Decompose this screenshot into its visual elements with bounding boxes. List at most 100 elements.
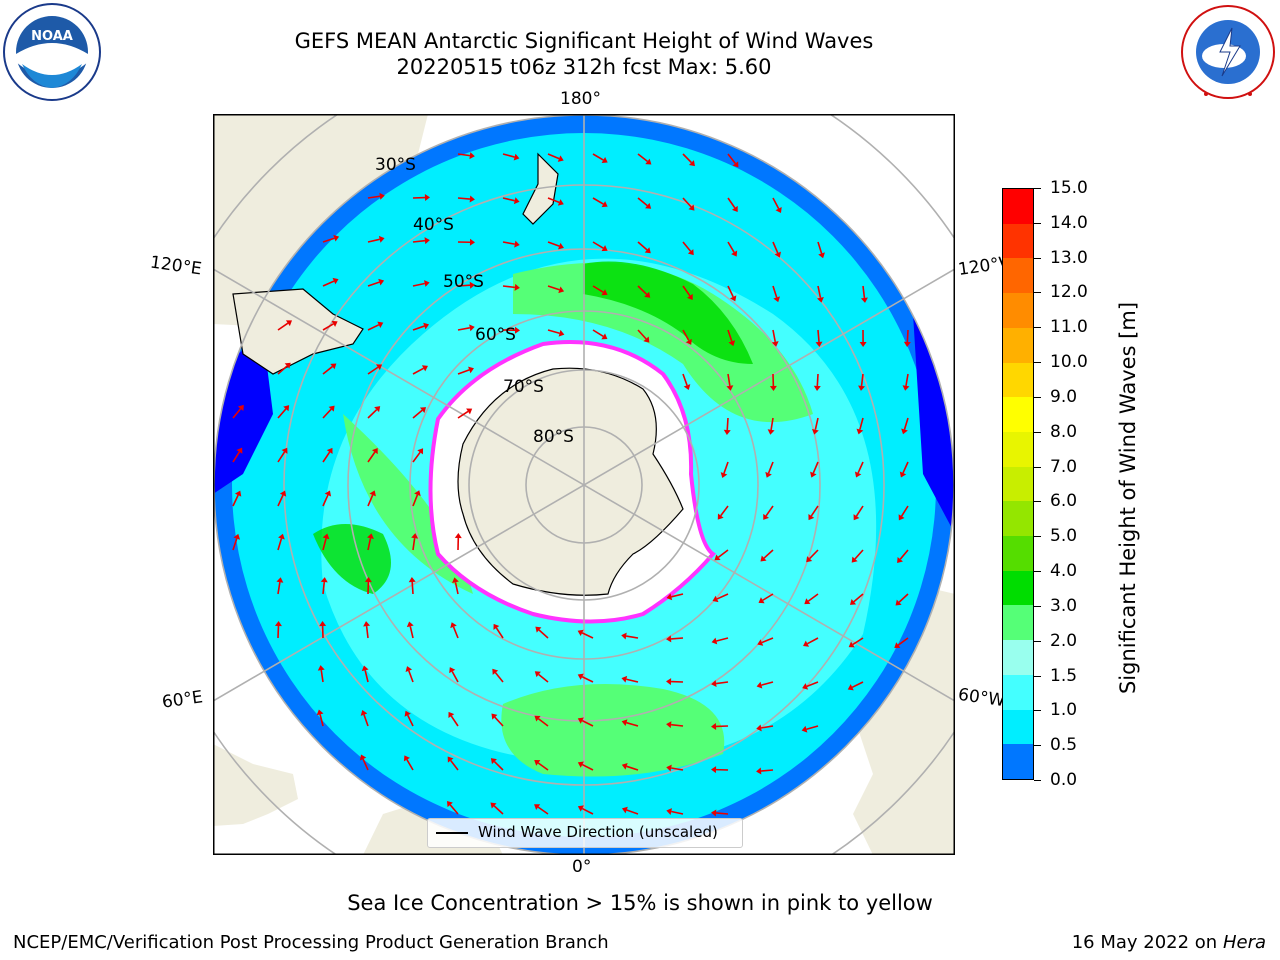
- wave-arrow-head: [375, 364, 383, 371]
- wave-arrow-head: [450, 622, 457, 629]
- wave-arrow-head: [858, 385, 866, 391]
- wave-arrow-head: [901, 428, 908, 435]
- colorbar-tick: [1034, 362, 1041, 364]
- wave-arrow: [450, 759, 459, 771]
- wave-arrow: [637, 285, 648, 295]
- wave-arrow-head: [577, 629, 584, 637]
- colorbar-tick-label: 10.0: [1050, 352, 1088, 373]
- wave-arrow-head: [817, 297, 824, 303]
- wave-arrow: [637, 329, 647, 340]
- wave-arrow: [592, 285, 604, 293]
- wave-arrow-head: [319, 621, 327, 627]
- wave-arrow: [637, 197, 648, 207]
- colorbar-tick: [1034, 780, 1041, 781]
- wave-arrow-head: [535, 626, 542, 633]
- wave-arrow-head: [446, 801, 453, 808]
- wave-arrow-head: [801, 725, 808, 733]
- legend-label: Wind Wave Direction (unscaled): [478, 823, 718, 841]
- wave-arrow-head: [775, 206, 782, 214]
- wave-arrow-head: [424, 280, 430, 287]
- wave-arrow-head: [894, 642, 901, 649]
- wave-arrow: [367, 324, 380, 331]
- wave-arrow-head: [621, 762, 628, 770]
- wave-arrow-head: [687, 249, 694, 256]
- wave-arrow-head: [712, 595, 719, 603]
- wave-arrow-head: [643, 336, 650, 343]
- wave-arrow-head: [621, 719, 628, 727]
- lon-label-lower-right: 60°W: [956, 684, 1007, 712]
- wave-arrow: [367, 195, 380, 199]
- wave-arrow: [232, 451, 241, 463]
- wave-arrow-head: [448, 711, 455, 718]
- wave-arrow: [547, 153, 560, 160]
- wave-arrow-head: [848, 641, 855, 648]
- wave-arrow: [854, 549, 864, 560]
- wave-arrow-head: [645, 158, 652, 165]
- colorbar-tick: [1034, 292, 1041, 294]
- colorbar-segment: [1003, 327, 1033, 363]
- lat-label-30s: 30°S: [375, 155, 416, 175]
- wave-arrow-head: [284, 362, 291, 369]
- footer-date: 16 May 2022 on Hera: [1072, 932, 1266, 953]
- wave-arrow-head: [803, 640, 810, 647]
- wave-arrow: [682, 285, 691, 297]
- wave-arrow: [812, 461, 819, 474]
- wave-arrow-head: [322, 533, 330, 540]
- wave-arrow: [537, 718, 549, 727]
- wave-arrow-head: [469, 238, 475, 246]
- wave-arrow: [412, 494, 419, 507]
- wave-arrow: [626, 765, 639, 771]
- colorbar-tick-label: 4.0: [1050, 561, 1078, 582]
- wave-arrow-head: [332, 277, 339, 285]
- wave-arrow: [671, 810, 684, 815]
- wave-arrow: [322, 237, 335, 243]
- wave-arrow-head: [666, 764, 672, 772]
- colorbar-ticks: 15.0 14.0 13.0 12.0 11.0 10.0 9.0 8.0 7.0 6.0 5.0 4…: [1034, 178, 1094, 790]
- colorbar-tick-label: 8.0: [1050, 421, 1078, 442]
- wave-arrow: [592, 197, 604, 205]
- map-legend: Wind Wave Direction (unscaled): [427, 818, 743, 848]
- wave-arrow: [772, 197, 780, 209]
- wave-arrow-head: [278, 533, 285, 540]
- lat-label-50s: 50°S: [443, 272, 484, 292]
- wave-arrow-head: [534, 760, 541, 766]
- wave-arrow: [232, 494, 239, 507]
- wave-arrow: [457, 410, 469, 419]
- wave-arrow: [277, 451, 286, 463]
- wave-arrow-head: [601, 289, 608, 296]
- wave-arrow: [277, 494, 284, 507]
- wave-arrow-head: [285, 320, 293, 327]
- wave-arrow: [761, 681, 774, 686]
- wave-arrow: [411, 581, 414, 595]
- wave-arrow-head: [449, 667, 456, 674]
- wave-arrow-head: [424, 194, 430, 202]
- wave-arrow: [322, 581, 326, 595]
- wave-arrow-head: [767, 429, 775, 435]
- wave-arrow: [723, 461, 729, 474]
- wave-arrow-head: [666, 808, 672, 815]
- wave-arrow: [817, 285, 822, 298]
- wave-arrow: [277, 582, 281, 595]
- wave-arrow-head: [711, 766, 717, 774]
- colorbar-tick-label: 14.0: [1050, 212, 1088, 233]
- wave-arrow-head: [378, 235, 385, 243]
- wave-arrow: [853, 593, 864, 603]
- wave-arrow-head: [469, 324, 475, 332]
- wave-arrow: [905, 373, 909, 386]
- colorbar-tick-label: 5.0: [1050, 526, 1078, 547]
- wave-arrow-head: [316, 709, 324, 716]
- colorbar-tick-label: 0.0: [1050, 770, 1078, 790]
- wave-arrow: [367, 494, 374, 507]
- wave-arrow-head: [731, 205, 738, 212]
- colorbar-tick-label: 11.0: [1050, 317, 1088, 338]
- wave-arrow-head: [534, 804, 541, 811]
- wave-arrow: [626, 635, 639, 639]
- wave-arrow: [581, 676, 594, 683]
- wave-arrow: [626, 678, 639, 683]
- polar-map: 30°S 40°S 50°S 60°S 70°S 80°S: [213, 114, 955, 855]
- wave-arrow-head: [769, 385, 777, 391]
- colorbar-segment: [1003, 397, 1033, 432]
- wave-arrow: [727, 285, 734, 298]
- wave-arrow: [277, 408, 287, 419]
- wave-arrow-head: [491, 713, 498, 720]
